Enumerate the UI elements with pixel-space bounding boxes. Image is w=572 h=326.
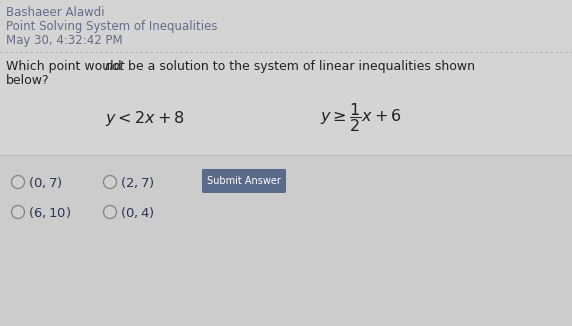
Text: May 30, 4:32:42 PM: May 30, 4:32:42 PM xyxy=(6,34,122,47)
Text: below?: below? xyxy=(6,74,50,87)
Text: Bashaeer Alawdi: Bashaeer Alawdi xyxy=(6,6,105,19)
Circle shape xyxy=(104,175,117,188)
Circle shape xyxy=(11,205,25,218)
Circle shape xyxy=(104,205,117,218)
Text: $(0, 7)$: $(0, 7)$ xyxy=(29,174,63,189)
Text: be a solution to the system of linear inequalities shown: be a solution to the system of linear in… xyxy=(124,60,475,73)
Text: Which point would: Which point would xyxy=(6,60,126,73)
Text: Point Solving System of Inequalities: Point Solving System of Inequalities xyxy=(6,20,217,33)
Text: $(6, 10)$: $(6, 10)$ xyxy=(29,204,72,219)
Text: $y < 2x + 8$: $y < 2x + 8$ xyxy=(105,109,185,127)
Text: Submit Answer: Submit Answer xyxy=(207,176,281,186)
FancyBboxPatch shape xyxy=(202,169,286,193)
Circle shape xyxy=(11,175,25,188)
Text: $y \geq \dfrac{1}{2}x + 6$: $y \geq \dfrac{1}{2}x + 6$ xyxy=(320,101,402,135)
Text: $(0, 4)$: $(0, 4)$ xyxy=(121,204,156,219)
Text: $(2, 7)$: $(2, 7)$ xyxy=(121,174,156,189)
Text: not: not xyxy=(105,60,125,73)
FancyBboxPatch shape xyxy=(0,155,572,326)
